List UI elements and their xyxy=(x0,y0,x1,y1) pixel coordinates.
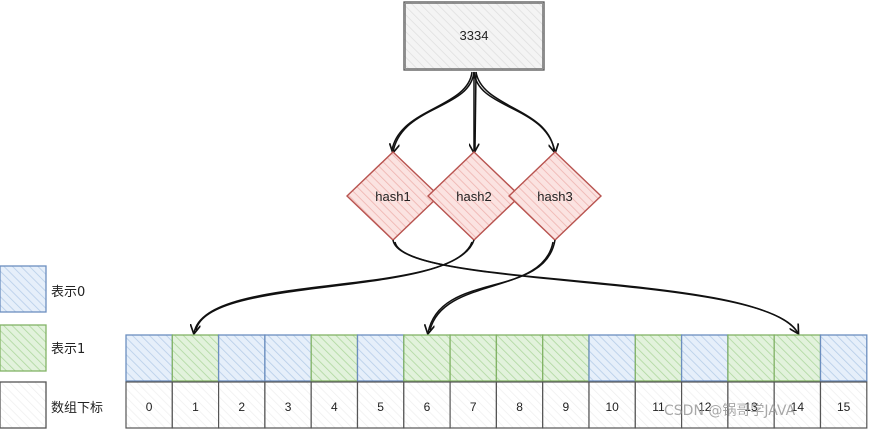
bit-cell-4-set xyxy=(310,334,359,382)
index-cell-9 xyxy=(542,381,590,429)
legend-zero-label: 表示0 xyxy=(51,285,85,300)
bit-cell-8-set xyxy=(495,334,544,382)
index-label-10: 10 xyxy=(605,400,619,414)
bit-cell-12-unset xyxy=(680,334,729,382)
bit-cell-0-unset xyxy=(125,334,173,382)
index-cell-15 xyxy=(819,381,868,429)
index-cell-2 xyxy=(218,381,266,429)
index-label-3: 3 xyxy=(285,400,292,414)
legend: 表示0 表示1 数组下标 xyxy=(0,265,103,429)
hash3-label: hash3 xyxy=(537,189,572,204)
input-to-hash-arrows xyxy=(392,71,555,152)
arrow-input-to-hash1 xyxy=(393,71,475,152)
bit-cell-9-set xyxy=(542,334,590,382)
hash-function-hash2: hash2 xyxy=(426,151,522,241)
bit-cell-2-unset xyxy=(217,334,266,382)
input-value: 3334 xyxy=(460,28,489,43)
arrow-hash1-to-index14 xyxy=(392,239,798,333)
bit-cell-7-set xyxy=(449,334,498,382)
hash2-label: hash2 xyxy=(456,189,491,204)
hash-function-hash1: hash1 xyxy=(345,151,441,241)
index-cell-3 xyxy=(264,381,312,429)
index-cell-11 xyxy=(634,381,683,429)
index-label-2: 2 xyxy=(238,400,245,414)
index-label-12: 12 xyxy=(698,400,712,414)
index-cell-6 xyxy=(403,381,451,429)
index-label-7: 7 xyxy=(470,400,477,414)
legend-item-index: 数组下标 xyxy=(0,381,103,429)
index-label-1: 1 xyxy=(192,400,199,414)
index-cell-12 xyxy=(680,381,729,429)
index-row: 0 1 2 3 4 5 6 7 8 9 10 11 12 13 14 15 xyxy=(125,381,868,429)
index-label-0: 0 xyxy=(146,400,153,414)
bit-cell-14-set xyxy=(773,334,822,382)
index-label-11: 11 xyxy=(652,400,665,414)
index-label-15: 15 xyxy=(837,400,851,414)
index-label-8: 8 xyxy=(516,400,523,414)
hash-function-hash3: hash3 xyxy=(507,151,603,241)
legend-item-zero: 表示0 xyxy=(0,265,85,313)
index-label-13: 13 xyxy=(744,400,758,414)
index-cell-7 xyxy=(449,381,498,429)
bit-cell-5-unset xyxy=(356,334,405,382)
bit-cell-11-set xyxy=(634,334,683,382)
input-node: 3334 xyxy=(403,1,545,71)
legend-index-label: 数组下标 xyxy=(51,401,103,416)
legend-item-one: 表示1 xyxy=(0,324,85,372)
bit-cell-10-unset xyxy=(588,334,636,382)
bit-cell-3-unset xyxy=(264,334,312,382)
index-cell-5 xyxy=(356,381,405,429)
index-label-5: 5 xyxy=(377,400,384,414)
index-label-14: 14 xyxy=(791,400,805,414)
bit-cell-1-set xyxy=(171,334,220,382)
arrow-hash3-to-index6 xyxy=(428,239,556,333)
index-cell-13 xyxy=(727,381,775,429)
index-cell-14 xyxy=(773,381,822,429)
hash-to-array-arrows xyxy=(194,239,798,333)
watermark: CSDN @锅哥学JAVA xyxy=(664,403,796,419)
hash1-label: hash1 xyxy=(375,189,410,204)
index-label-4: 4 xyxy=(331,400,338,414)
bit-array xyxy=(125,334,868,382)
legend-one-label: 表示1 xyxy=(51,342,85,357)
bit-cell-6-set xyxy=(403,334,451,382)
index-label-9: 9 xyxy=(563,400,570,414)
bit-cell-15-unset xyxy=(819,334,868,382)
bit-cell-13-set xyxy=(727,334,775,382)
index-label-6: 6 xyxy=(424,400,431,414)
arrow-input-to-hash3 xyxy=(473,71,555,152)
index-cell-10 xyxy=(588,381,636,429)
